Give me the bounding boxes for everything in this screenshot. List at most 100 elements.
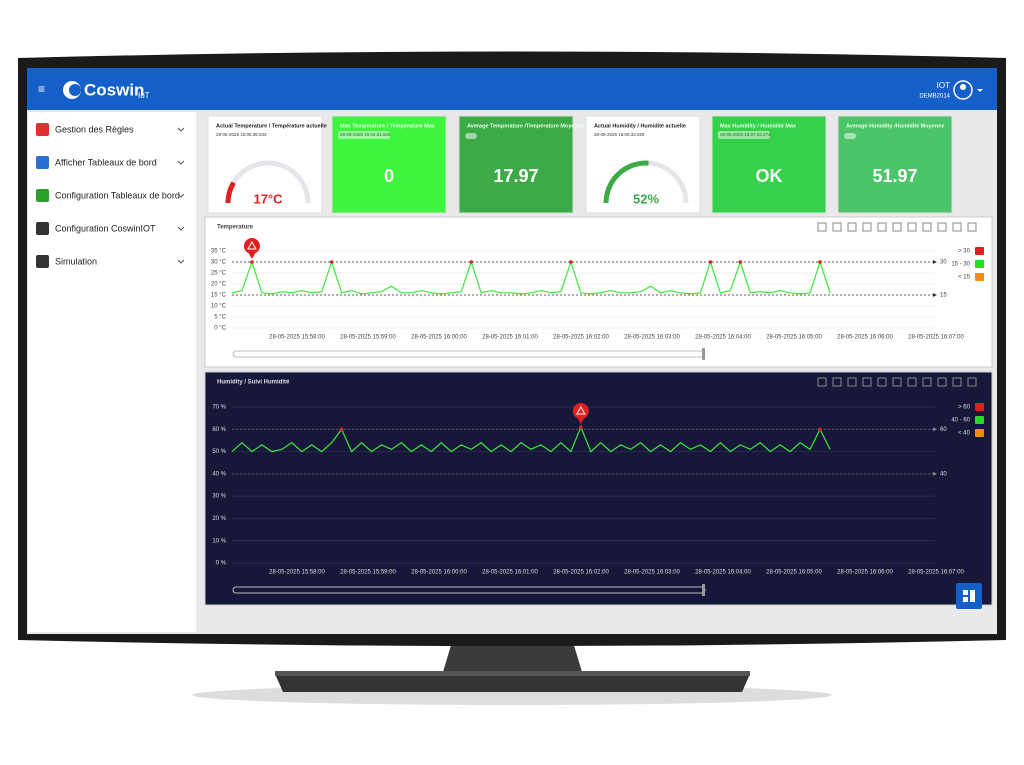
alert-point — [579, 425, 583, 429]
menu-chevron[interactable] — [177, 160, 185, 165]
y-tick-label: 30 °C — [211, 260, 227, 266]
x-tick-label: 28-05-2025 16:02:00 — [553, 335, 609, 341]
card-title: Actual Temperature / Température actuell… — [216, 123, 327, 129]
y-tick-label: 20 °C — [211, 282, 227, 288]
menu-chevron[interactable] — [177, 259, 185, 264]
x-tick-label: 28-05-2025 15:58:00 — [269, 335, 325, 341]
card-title: Average Humidity /Humidité Moyenne — [846, 123, 945, 129]
x-tick-label: 28-05-2025 16:04:00 — [695, 335, 751, 341]
menu-item[interactable]: Afficher Tableaux de bord — [55, 157, 157, 167]
dashboard-button[interactable] — [956, 583, 982, 609]
card-value: 51.97 — [872, 166, 917, 186]
stand-top — [275, 671, 750, 676]
y-tick-label: 15 °C — [211, 293, 227, 299]
card-title: Max Humidity / Humidité Max — [720, 123, 797, 129]
toolbar-icon[interactable] — [907, 222, 917, 232]
toggle — [844, 133, 856, 139]
menu-icon — [36, 222, 49, 235]
threshold-label: 15 — [940, 293, 947, 299]
user-name: IOT — [937, 81, 950, 90]
toolbar-icon[interactable] — [832, 377, 842, 387]
zoom-handle[interactable] — [702, 584, 705, 596]
date-chip — [718, 131, 770, 139]
sidebar — [28, 112, 196, 632]
menu-item[interactable]: Configuration CoswinIOT — [55, 223, 156, 233]
menu-chevron[interactable] — [177, 226, 185, 231]
x-tick-label: 28-05-2025 16:06:00 — [837, 570, 893, 576]
legend-label: 15 - 30 — [951, 262, 970, 268]
toolbar-icon[interactable] — [847, 377, 857, 387]
gauge-value — [225, 181, 236, 204]
menu-chevron[interactable] — [177, 193, 185, 198]
kpi-card — [711, 115, 827, 214]
logo-sub: IoT — [138, 91, 150, 100]
alert-point — [708, 260, 713, 264]
threshold-arrow — [933, 293, 937, 297]
toolbar-icon[interactable] — [817, 377, 827, 387]
y-tick-label: 30 % — [212, 494, 226, 500]
x-tick-label: 28-05-2025 16:00:00 — [411, 570, 467, 576]
toolbar-icon[interactable] — [862, 222, 872, 232]
sidebar-menu: Gestion des Règles Afficher Tableaux de b… — [36, 123, 185, 268]
gauge-value — [603, 160, 649, 204]
legend-swatch — [975, 273, 984, 281]
alert-pin-tip — [576, 417, 585, 425]
threshold-arrow — [933, 471, 937, 476]
toolbar-icon[interactable] — [922, 222, 932, 232]
y-tick-label: 70 % — [212, 405, 226, 411]
toolbar-icon[interactable] — [877, 377, 887, 387]
alert-point — [469, 260, 474, 264]
menu-item[interactable]: Configuration Tableaux de bord — [55, 190, 180, 200]
user-avatar[interactable] — [953, 80, 973, 100]
toolbar-icon[interactable] — [967, 222, 977, 232]
toolbar-icon[interactable] — [832, 222, 842, 232]
menu-icon — [36, 255, 49, 268]
toolbar-icon[interactable] — [967, 377, 977, 387]
gauge-label: 52% — [633, 191, 659, 206]
y-tick-label: 25 °C — [211, 271, 227, 277]
toolbar-icon[interactable] — [877, 222, 887, 232]
card-title: Average Temperature /Température Moyenne — [467, 123, 584, 129]
x-tick-label: 28-05-2025 15:59:00 — [340, 335, 396, 341]
toolbar-icon[interactable] — [907, 377, 917, 387]
toolbar-icon[interactable] — [862, 377, 872, 387]
threshold-label: 30 — [940, 260, 947, 266]
toolbar-icon[interactable] — [922, 377, 932, 387]
series-line — [231, 425, 831, 453]
kpi-card — [458, 115, 574, 214]
menu-item[interactable]: Gestion des Règles — [55, 124, 134, 134]
toolbar-icon[interactable] — [937, 222, 947, 232]
threshold-label: 40 — [940, 471, 947, 477]
y-tick-label: 50 % — [212, 449, 226, 455]
x-tick-label: 28-05-2025 16:05:00 — [766, 570, 822, 576]
x-tick-label: 28-05-2025 16:05:00 — [766, 335, 822, 341]
user-caret[interactable] — [977, 89, 983, 92]
x-tick-label: 28-05-2025 15:59:00 — [340, 570, 396, 576]
x-tick-label: 28-05-2025 16:01:00 — [482, 335, 538, 341]
legend-swatch — [975, 416, 984, 424]
toolbar-icon[interactable] — [952, 377, 962, 387]
y-tick-label: 0 °C — [214, 326, 226, 332]
toggle — [465, 133, 477, 139]
dashboard-button-icon — [970, 590, 975, 602]
toolbar-icon[interactable] — [937, 377, 947, 387]
user-avatar-head — [960, 84, 966, 90]
toolbar-icon[interactable] — [952, 222, 962, 232]
legend-label: > 60 — [958, 405, 971, 411]
x-tick-label: 28-05-2025 16:07:00 — [908, 335, 964, 341]
menu-icon — [36, 156, 49, 169]
menu-icon[interactable]: ≡ — [38, 82, 45, 96]
y-tick-label: 10 % — [212, 538, 226, 544]
alert-pin-tip — [247, 252, 256, 259]
menu-chevron[interactable] — [177, 127, 185, 132]
toolbar-icon[interactable] — [892, 377, 902, 387]
y-tick-label: 60 % — [212, 427, 226, 433]
zoom-handle[interactable] — [702, 348, 705, 360]
charts: Temperature 0 °C 5 °C 10 °C 15 °C 20 °C 25 °C 3… — [204, 216, 993, 606]
toolbar-icon[interactable] — [892, 222, 902, 232]
y-tick-label: 5 °C — [214, 315, 226, 321]
toolbar-icon[interactable] — [847, 222, 857, 232]
menu-item[interactable]: Simulation — [55, 256, 97, 266]
card-date: 28-05-2025 16:04:31.625 — [340, 132, 391, 137]
toolbar-icon[interactable] — [817, 222, 827, 232]
